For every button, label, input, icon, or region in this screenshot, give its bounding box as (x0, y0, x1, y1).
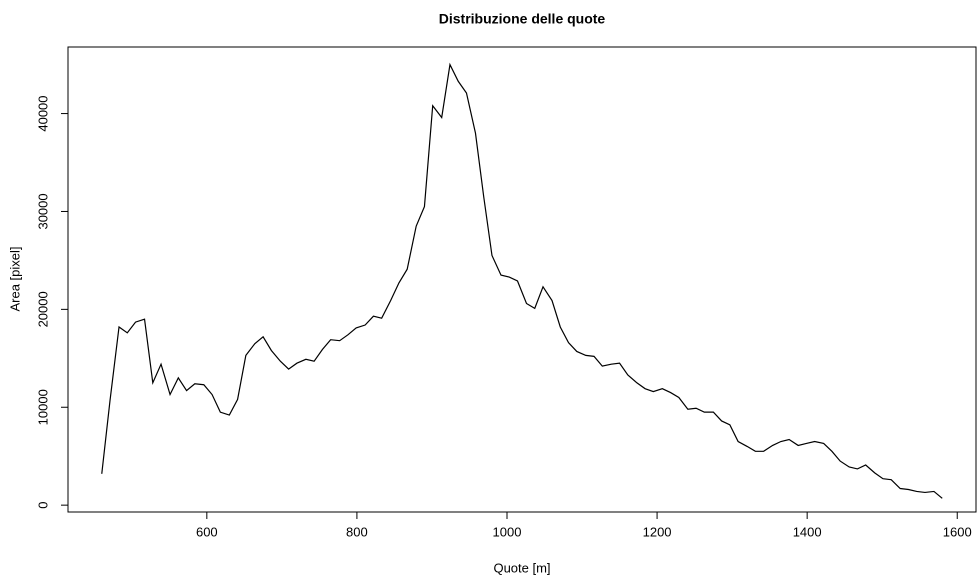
x-axis-label: Quote [m] (493, 560, 550, 575)
x-tick-label: 800 (346, 524, 368, 539)
plot-box (67, 46, 977, 513)
line (101, 62, 943, 499)
x-tick-label: 1000 (493, 524, 522, 539)
y-tick-label: 40000 (35, 95, 50, 131)
x-tick-label: 1400 (793, 524, 822, 539)
y-tick-label: 0 (35, 502, 50, 509)
x-tick-label: 600 (196, 524, 218, 539)
y-tick-label: 30000 (35, 193, 50, 229)
y-tick-label: 10000 (35, 389, 50, 425)
y-axis-label: Area [pixel] (7, 246, 22, 311)
x-tick-label: 1600 (943, 524, 972, 539)
chart-title: Distribuzione delle quote (439, 11, 606, 27)
x-tick-label: 1200 (643, 524, 672, 539)
y-tick-label: 20000 (35, 291, 50, 327)
